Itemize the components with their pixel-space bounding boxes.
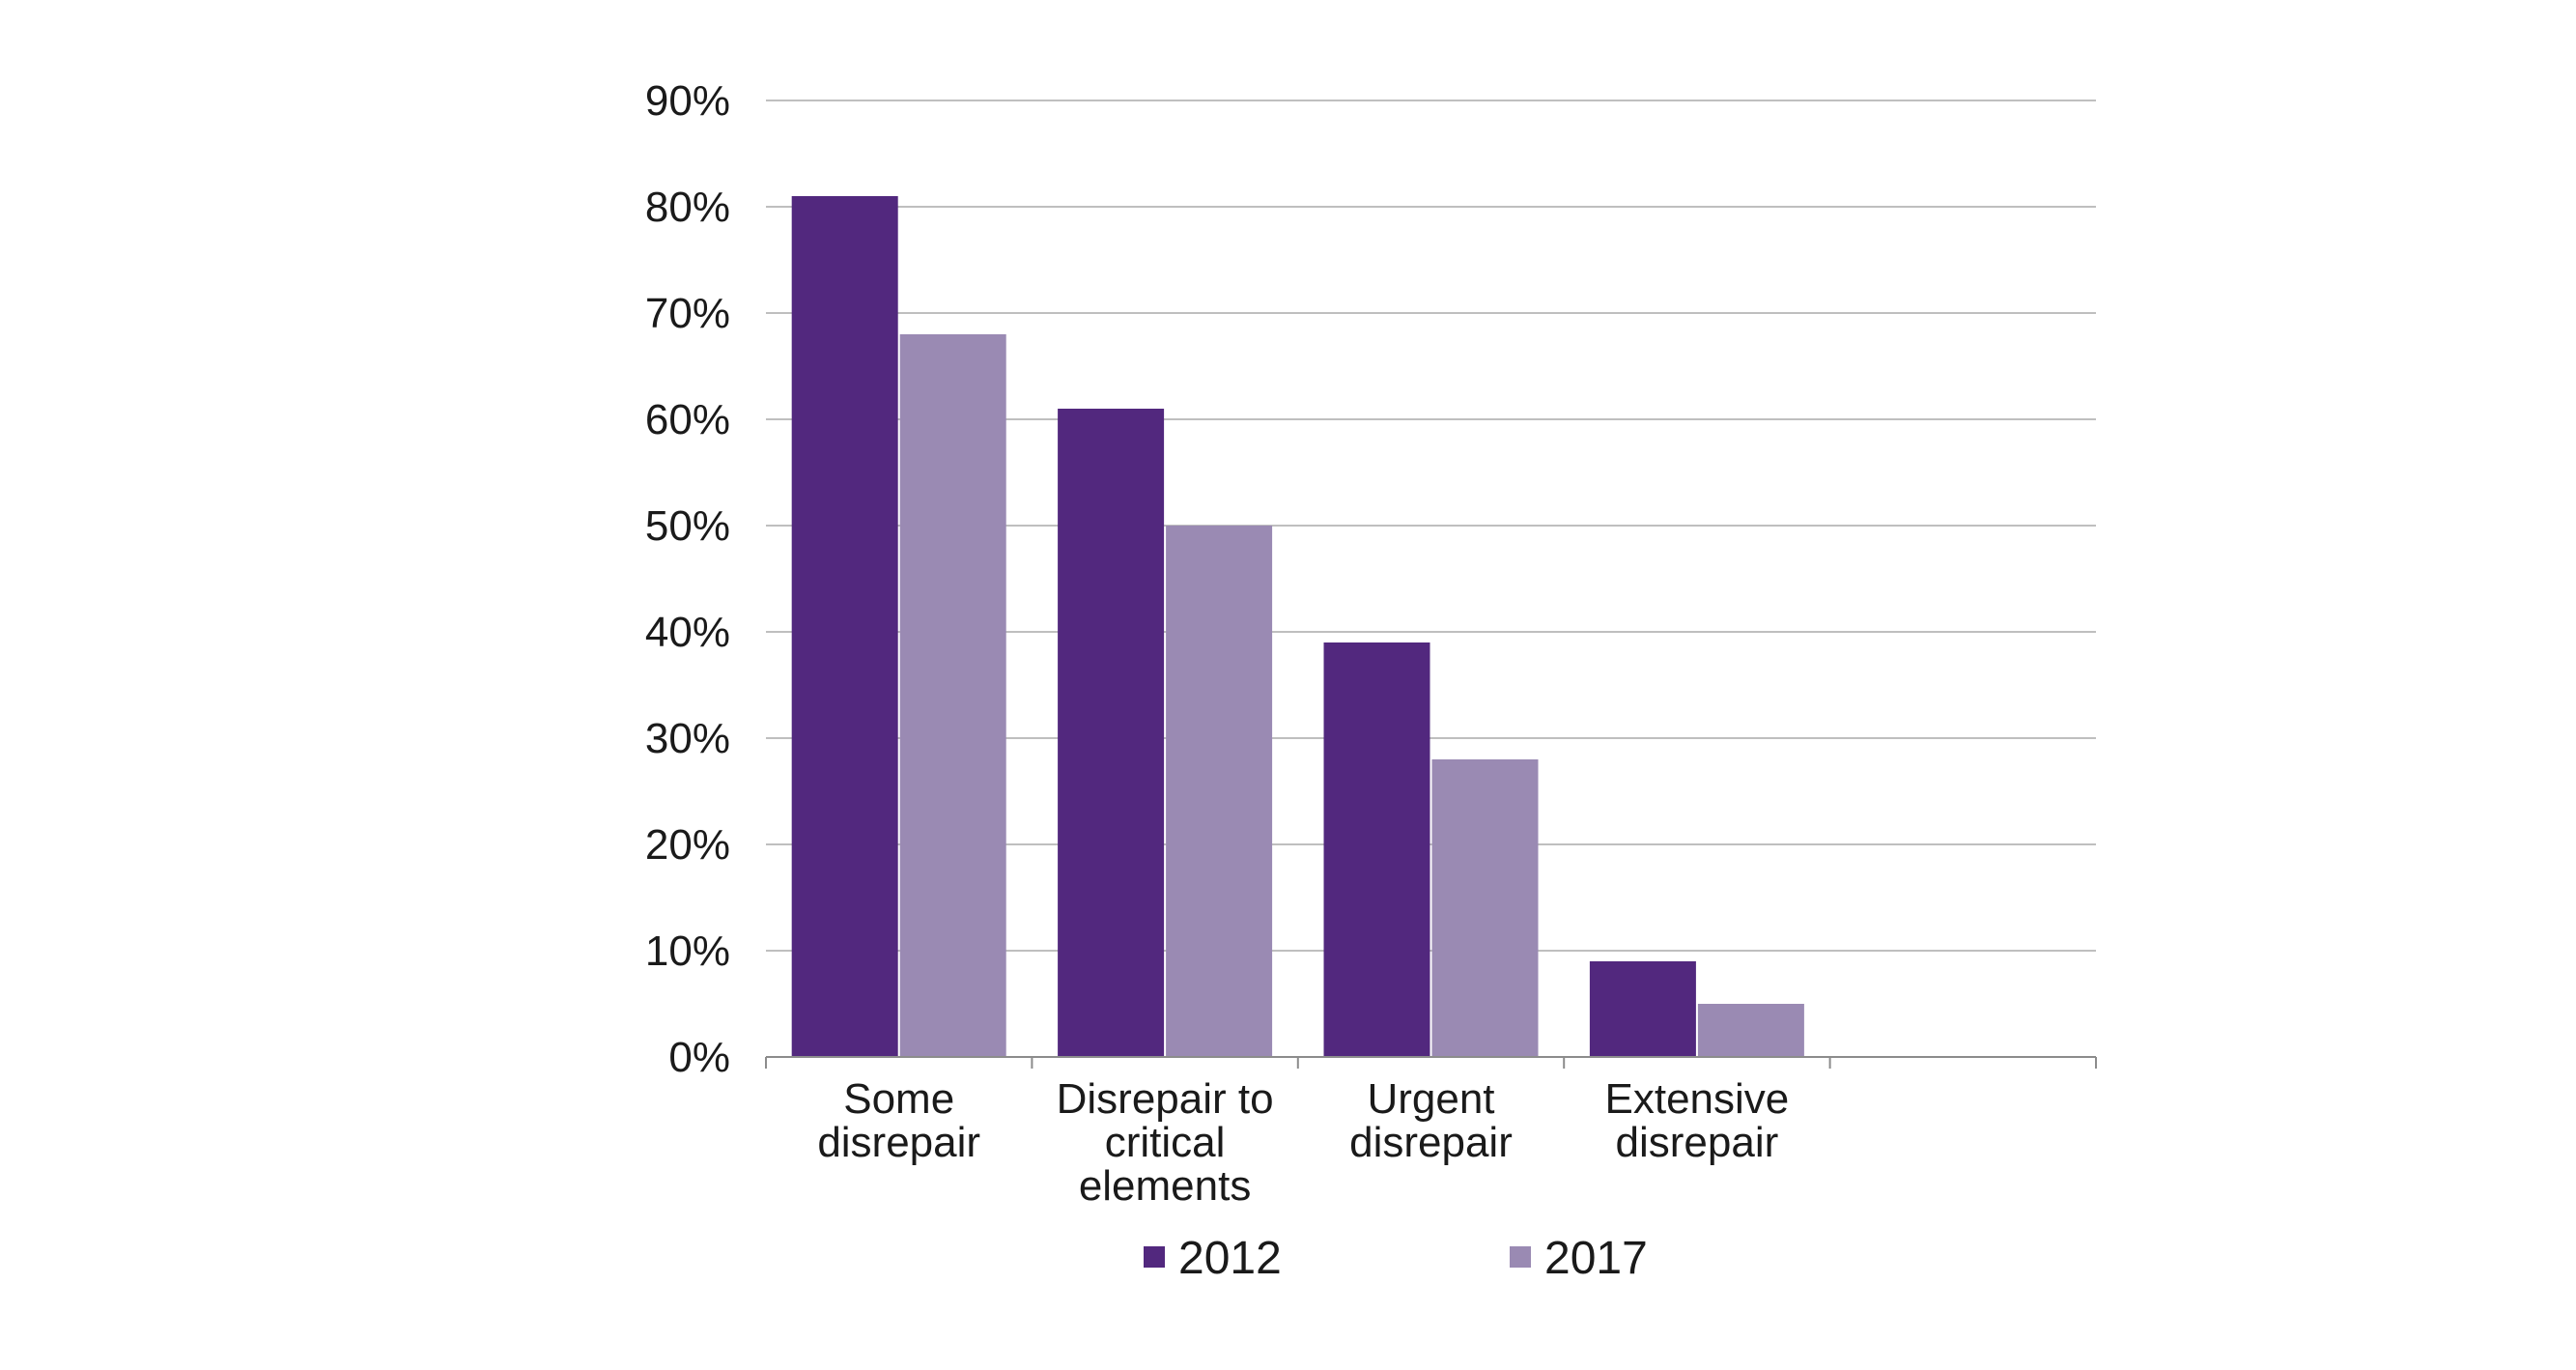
- legend-label-2017: 2017: [1544, 1233, 1648, 1284]
- x-category-label: Extensive disrepair: [1605, 1075, 1790, 1166]
- y-tick-label: 40%: [645, 609, 730, 656]
- y-tick-label: 90%: [645, 77, 730, 125]
- bar-2012: [791, 196, 898, 1057]
- bar-2017: [1166, 526, 1273, 1057]
- bar-2017: [899, 334, 1006, 1057]
- y-tick-label: 60%: [645, 396, 730, 443]
- x-axis-category-labels: Some disrepair Disrepair to critical element…: [817, 1075, 1789, 1210]
- y-tick-label: 0%: [668, 1034, 730, 1081]
- x-category-label: Disrepair to critical elements: [1057, 1075, 1274, 1210]
- legend-label-2012: 2012: [1178, 1233, 1282, 1284]
- legend: 2012 2017: [1144, 1233, 1648, 1284]
- y-tick-label: 10%: [645, 928, 730, 975]
- bar-2012: [1058, 409, 1165, 1057]
- bars: [791, 196, 1804, 1057]
- legend-swatch-2012: [1144, 1246, 1165, 1268]
- y-tick-label: 20%: [645, 821, 730, 869]
- bar-2012: [1589, 961, 1696, 1057]
- y-tick-label: 50%: [645, 502, 730, 550]
- y-tick-label: 30%: [645, 715, 730, 762]
- x-axis: [765, 1056, 2097, 1069]
- y-axis-tick-labels: 0% 10% 20% 30% 40% 50% 60% 70% 80% 90%: [645, 77, 730, 1081]
- y-tick-label: 80%: [645, 184, 730, 231]
- x-category-label: Some disrepair: [817, 1075, 980, 1166]
- bar-2017: [1431, 759, 1539, 1057]
- y-tick-label: 70%: [645, 290, 730, 337]
- bar-2017: [1697, 1004, 1804, 1057]
- legend-swatch-2017: [1510, 1246, 1531, 1268]
- x-category-label: Urgent disrepair: [1349, 1075, 1513, 1166]
- bar-2012: [1323, 642, 1430, 1057]
